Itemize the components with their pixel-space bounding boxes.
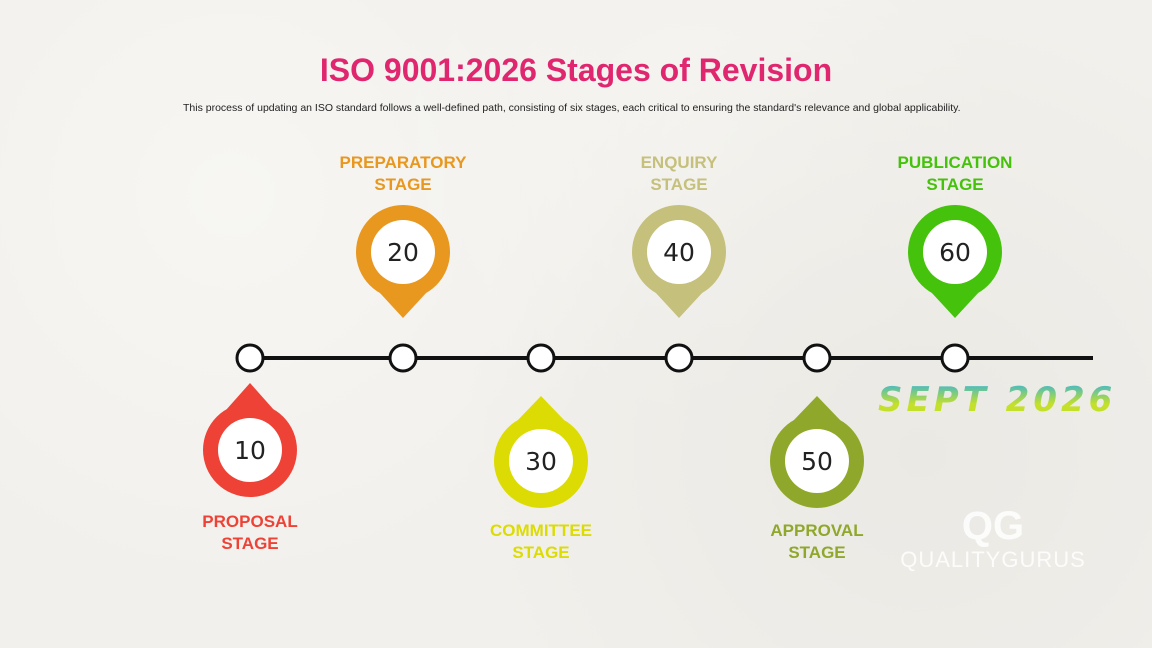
pin-pointer	[793, 396, 841, 421]
pin-pointer	[379, 292, 427, 318]
timeline-node	[940, 343, 970, 373]
logo-name: QUALITYGURUS	[900, 547, 1086, 572]
stage-label-line2: STAGE	[650, 175, 708, 194]
logo-mark: QG	[961, 504, 1025, 548]
timeline-node	[802, 343, 832, 373]
pin-inner	[218, 418, 282, 482]
stage-label: ENQUIRY STAGE	[579, 152, 779, 196]
pin-inner	[785, 429, 849, 493]
stage-label-line2: STAGE	[221, 534, 279, 553]
stage-number: 30	[525, 447, 557, 476]
stage-label-line1: APPROVAL	[770, 521, 864, 540]
stage-label: PUBLICATION STAGE	[855, 152, 1055, 196]
logo: QG QUALITYGURUS	[898, 505, 1088, 573]
stage-label-line1: PUBLICATION	[897, 153, 1013, 172]
pin-pointer	[931, 292, 979, 318]
stage-label: COMMITTEE STAGE	[441, 520, 641, 564]
stage-label: APPROVAL STAGE	[717, 520, 917, 564]
stage-label: PREPARATORY STAGE	[303, 152, 503, 196]
stage-label-line1: ENQUIRY	[640, 153, 718, 172]
pin-inner	[923, 220, 987, 284]
pin-pointer	[517, 396, 565, 421]
stage-label-line1: COMMITTEE	[490, 521, 592, 540]
stage-number: 40	[663, 238, 695, 267]
stage-label-line2: STAGE	[374, 175, 432, 194]
pin-pointer	[655, 292, 703, 318]
stage-number: 50	[801, 447, 833, 476]
timeline-node	[664, 343, 694, 373]
subtitle: This process of updating an ISO standard…	[183, 102, 961, 114]
date-banner: SEPT 2026	[878, 380, 1117, 420]
stage-label-line2: STAGE	[788, 543, 846, 562]
stage-number: 20	[387, 238, 419, 267]
pin-pointer	[226, 383, 274, 410]
stage-label-line1: PROPOSAL	[202, 512, 298, 531]
page-title: ISO 9001:2026 Stages of Revision	[319, 52, 833, 88]
timeline-node	[388, 343, 418, 373]
stage-label-line2: STAGE	[512, 543, 570, 562]
timeline-node	[235, 343, 265, 373]
stage-number: 10	[234, 436, 266, 465]
stage-number: 60	[939, 238, 971, 267]
pin-inner	[371, 220, 435, 284]
stage-label: PROPOSAL STAGE	[150, 511, 350, 555]
timeline-node	[526, 343, 556, 373]
pin-inner	[647, 220, 711, 284]
stage-label-line1: PREPARATORY	[339, 153, 467, 172]
pin-inner	[509, 429, 573, 493]
stage-label-line2: STAGE	[926, 175, 984, 194]
